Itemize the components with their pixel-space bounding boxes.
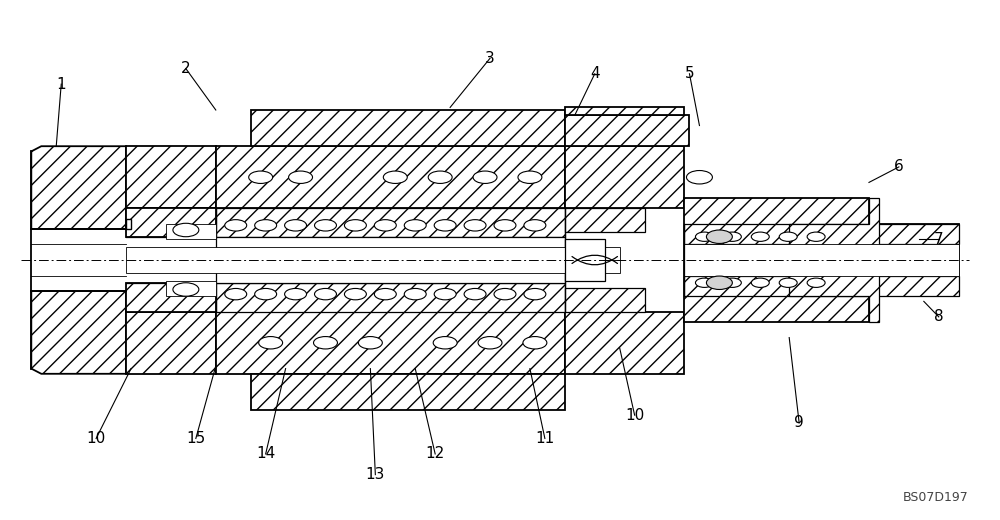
Circle shape [404, 219, 426, 231]
Circle shape [433, 336, 457, 349]
Circle shape [478, 336, 502, 349]
Circle shape [779, 232, 797, 241]
Polygon shape [565, 115, 689, 146]
Circle shape [751, 232, 769, 241]
Circle shape [358, 336, 382, 349]
Circle shape [173, 223, 199, 237]
Circle shape [285, 289, 307, 300]
Bar [684, 244, 959, 276]
Circle shape [383, 171, 407, 184]
Circle shape [494, 289, 516, 300]
Circle shape [706, 230, 732, 243]
Text: 9: 9 [794, 415, 804, 431]
Polygon shape [251, 374, 565, 410]
Circle shape [779, 278, 797, 288]
Polygon shape [565, 246, 620, 260]
Text: 4: 4 [590, 67, 600, 81]
Circle shape [404, 289, 426, 300]
Text: 5: 5 [685, 67, 694, 81]
Circle shape [807, 232, 825, 241]
Polygon shape [565, 311, 684, 374]
Circle shape [255, 289, 277, 300]
Text: 7: 7 [934, 232, 944, 247]
Polygon shape [216, 311, 565, 374]
Polygon shape [126, 311, 216, 374]
Polygon shape [31, 146, 126, 229]
Bar [126, 246, 565, 274]
Circle shape [706, 276, 732, 290]
Polygon shape [126, 283, 216, 311]
Circle shape [524, 289, 546, 300]
Circle shape [225, 219, 247, 231]
Circle shape [428, 171, 452, 184]
Polygon shape [565, 108, 684, 115]
Circle shape [259, 336, 283, 349]
Polygon shape [251, 110, 565, 146]
Circle shape [374, 289, 396, 300]
Text: 10: 10 [87, 431, 106, 446]
Circle shape [695, 278, 713, 288]
Bar [166, 224, 216, 239]
Circle shape [524, 219, 546, 231]
Text: 15: 15 [186, 431, 205, 446]
Circle shape [173, 283, 199, 296]
Bar [216, 209, 565, 237]
Circle shape [255, 219, 277, 231]
Circle shape [751, 278, 769, 288]
Polygon shape [126, 146, 216, 209]
Bar [126, 218, 131, 229]
Bar [684, 224, 959, 244]
Text: 14: 14 [256, 447, 275, 461]
Circle shape [464, 219, 486, 231]
Bar [216, 283, 565, 311]
Polygon shape [789, 198, 879, 322]
Bar [166, 281, 216, 296]
Circle shape [523, 336, 547, 349]
Text: 6: 6 [894, 160, 904, 174]
Text: 8: 8 [934, 309, 944, 324]
Circle shape [494, 219, 516, 231]
Circle shape [723, 278, 741, 288]
Polygon shape [126, 209, 216, 237]
Text: 12: 12 [426, 447, 445, 461]
Polygon shape [31, 291, 126, 374]
Circle shape [464, 289, 486, 300]
Circle shape [686, 171, 712, 184]
Bar [565, 209, 645, 231]
Circle shape [434, 219, 456, 231]
Circle shape [315, 289, 336, 300]
Text: 11: 11 [535, 431, 554, 446]
Polygon shape [565, 260, 620, 274]
Polygon shape [565, 146, 684, 209]
Text: 13: 13 [366, 467, 385, 482]
Bar [565, 239, 605, 281]
Circle shape [314, 336, 337, 349]
Circle shape [315, 219, 336, 231]
Circle shape [473, 171, 497, 184]
Circle shape [723, 232, 741, 241]
Circle shape [344, 219, 366, 231]
Circle shape [518, 171, 542, 184]
Circle shape [344, 289, 366, 300]
Circle shape [807, 278, 825, 288]
Circle shape [225, 289, 247, 300]
Text: 1: 1 [56, 76, 66, 92]
Circle shape [695, 232, 713, 241]
Polygon shape [216, 146, 565, 209]
Circle shape [374, 219, 396, 231]
Circle shape [249, 171, 273, 184]
Circle shape [434, 289, 456, 300]
Bar [216, 237, 565, 283]
Circle shape [285, 219, 307, 231]
Circle shape [289, 171, 313, 184]
Bar [684, 276, 959, 296]
Bar [565, 289, 645, 311]
Polygon shape [684, 198, 959, 322]
Text: 10: 10 [625, 408, 644, 423]
Text: BS07D197: BS07D197 [903, 491, 969, 504]
Text: 2: 2 [181, 61, 191, 76]
Text: 3: 3 [485, 51, 495, 66]
